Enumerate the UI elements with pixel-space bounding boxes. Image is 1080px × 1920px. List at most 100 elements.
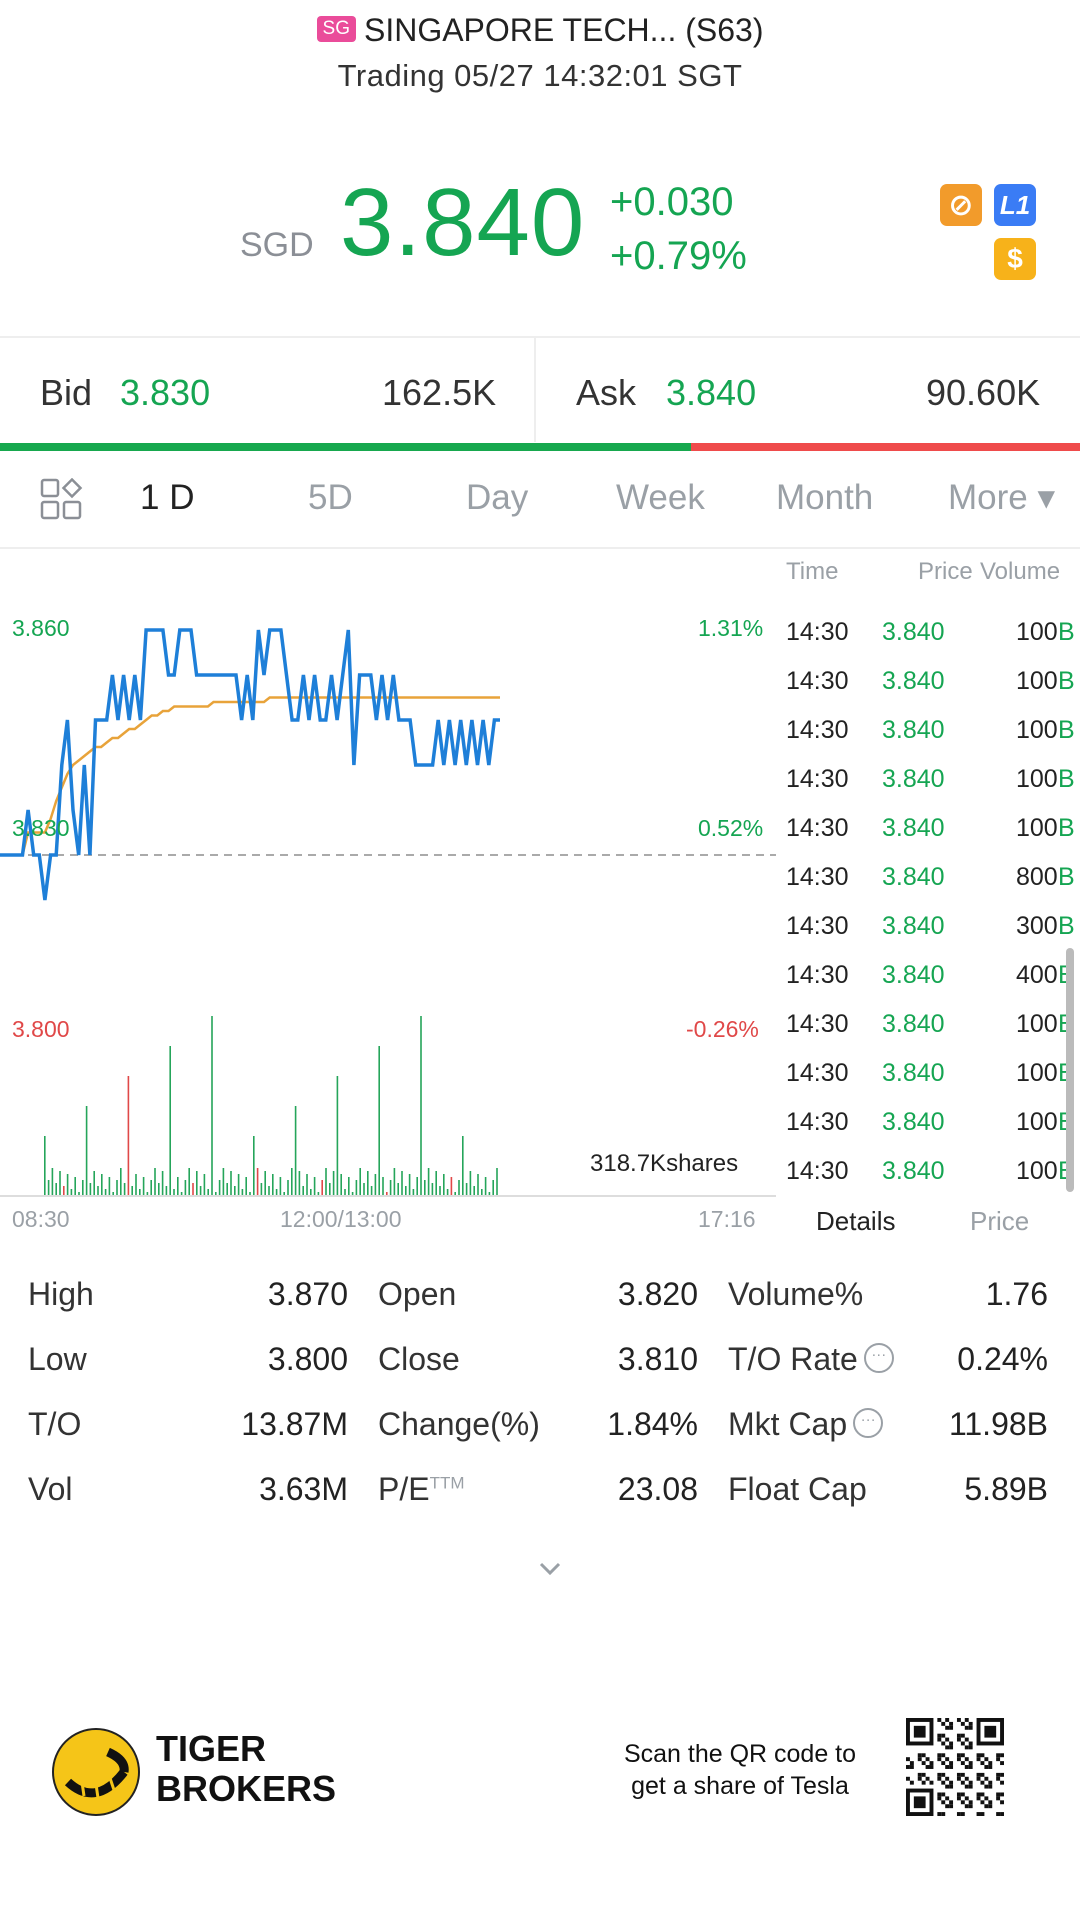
stock-name: SINGAPORE TECH... (S63) <box>363 12 764 48</box>
volume-bar <box>298 1171 301 1196</box>
ask-size: 90.60K <box>926 372 1041 413</box>
stat-vol-label: Vol <box>28 1471 73 1507</box>
volume-bar <box>313 1177 316 1196</box>
volume-bar <box>469 1171 472 1196</box>
price-line <box>0 628 500 901</box>
layout-grid-icon[interactable] <box>40 478 84 522</box>
stat-volpct-label: Volume% <box>728 1276 864 1312</box>
volume-bar <box>287 1180 289 1196</box>
volume-bar <box>420 1016 422 1196</box>
volume-bar <box>351 1192 354 1196</box>
volume-bar <box>249 1192 251 1196</box>
volume-bar <box>340 1174 342 1196</box>
tick-volume: 100 <box>1016 1010 1058 1038</box>
volume-bar <box>363 1183 365 1196</box>
volume-bar <box>401 1171 403 1196</box>
tick-volume: 400 <box>1016 961 1058 989</box>
stat-volpct-value: 1.76 <box>985 1276 1048 1312</box>
volume-bar <box>275 1189 278 1196</box>
tick-price: 3.840 <box>882 1108 945 1136</box>
currency-label: SGD <box>240 226 314 264</box>
tick-volume: 100 <box>1016 1108 1058 1136</box>
tab-week[interactable]: Week <box>616 478 705 517</box>
stat-torate-label: T/O Rate ··· <box>728 1341 894 1378</box>
volume-bar <box>374 1174 377 1196</box>
tick-time: 14:30 <box>786 814 849 842</box>
tick-price: 3.840 <box>882 618 945 646</box>
x-axis-label-start: 08:30 <box>12 1206 70 1232</box>
bid-size: 162.5K <box>382 372 497 413</box>
stat-floatcap-value: 5.89B <box>964 1471 1048 1507</box>
tick-side: B <box>1058 863 1075 891</box>
stat-torate-text: T/O Rate <box>728 1341 858 1377</box>
volume-bar <box>161 1171 164 1196</box>
tab-price[interactable]: Price <box>970 1206 1030 1236</box>
tick-price: 3.840 <box>882 1157 945 1185</box>
stat-mktcap-value: 11.98B <box>948 1406 1048 1442</box>
volume-bar <box>481 1189 483 1196</box>
tab-5d[interactable]: 5D <box>308 478 353 517</box>
tick-side: B <box>1058 814 1075 842</box>
tick-time: 14:30 <box>786 863 849 891</box>
volume-bar <box>256 1168 259 1196</box>
tab-more[interactable]: More ▾ <box>948 478 1056 517</box>
volume-bar <box>397 1183 399 1196</box>
volume-bar <box>74 1177 76 1196</box>
volume-bar <box>93 1171 95 1196</box>
volume-bar <box>458 1180 460 1196</box>
volume-bar <box>446 1189 449 1196</box>
volume-bar <box>184 1180 187 1196</box>
tick-time: 14:30 <box>786 1157 849 1185</box>
volume-bar <box>272 1174 274 1196</box>
volume-bar <box>116 1180 118 1196</box>
volume-bar <box>120 1168 122 1196</box>
no-trading-icon[interactable]: ⊘ <box>940 184 982 226</box>
volume-bar <box>203 1174 206 1196</box>
ticks-header-volume: Volume <box>980 558 1061 585</box>
info-icon[interactable]: ··· <box>853 1407 884 1438</box>
stat-high-value: 3.870 <box>267 1276 348 1312</box>
ticks-header-price: Price <box>918 558 973 585</box>
volume-bar <box>477 1174 479 1196</box>
volume-bar <box>488 1192 491 1196</box>
volume-bar <box>332 1171 335 1196</box>
tick-side: B <box>1058 716 1075 744</box>
volume-bar <box>492 1180 494 1196</box>
volume-bar <box>348 1177 350 1196</box>
tab-month[interactable]: Month <box>776 478 874 517</box>
volume-bar <box>416 1177 418 1196</box>
tick-price: 3.840 <box>882 1059 945 1087</box>
volume-bar <box>196 1171 198 1196</box>
dollar-icon[interactable]: $ <box>994 238 1036 280</box>
stat-floatcap-label: Float Cap <box>728 1471 867 1507</box>
volume-bar <box>279 1177 282 1196</box>
tab-1d[interactable]: 1 D <box>140 478 195 517</box>
info-icon[interactable]: ··· <box>863 1342 894 1373</box>
volume-bar <box>211 1016 213 1196</box>
y-axis-label-high: 3.860 <box>12 615 70 641</box>
tick-price: 3.840 <box>882 667 945 695</box>
tick-row: 14:30 3.840 300 B <box>786 912 1080 961</box>
tab-details[interactable]: Details <box>816 1206 896 1236</box>
volume-bar <box>439 1186 441 1196</box>
volume-bar <box>291 1168 293 1196</box>
volume-bar <box>112 1192 114 1196</box>
x-axis-label-end: 17:16 <box>698 1206 756 1232</box>
ticks-scrollbar[interactable] <box>1066 948 1074 1192</box>
tick-volume: 100 <box>1016 618 1058 646</box>
chevron-down-icon[interactable] <box>538 1556 562 1580</box>
volume-bar <box>127 1076 130 1196</box>
volume-bar <box>336 1076 339 1196</box>
tab-day[interactable]: Day <box>466 478 529 517</box>
tick-price: 3.840 <box>882 863 945 891</box>
volume-bar <box>424 1180 426 1196</box>
volume-bar <box>104 1189 107 1196</box>
volume-bar <box>484 1177 487 1196</box>
qr-code <box>906 1718 1004 1816</box>
level1-icon[interactable]: L1 <box>994 184 1036 226</box>
tick-side: B <box>1058 667 1075 695</box>
volume-bar <box>97 1186 99 1196</box>
volume-bar <box>237 1174 240 1196</box>
intraday-chart[interactable] <box>0 560 776 1200</box>
